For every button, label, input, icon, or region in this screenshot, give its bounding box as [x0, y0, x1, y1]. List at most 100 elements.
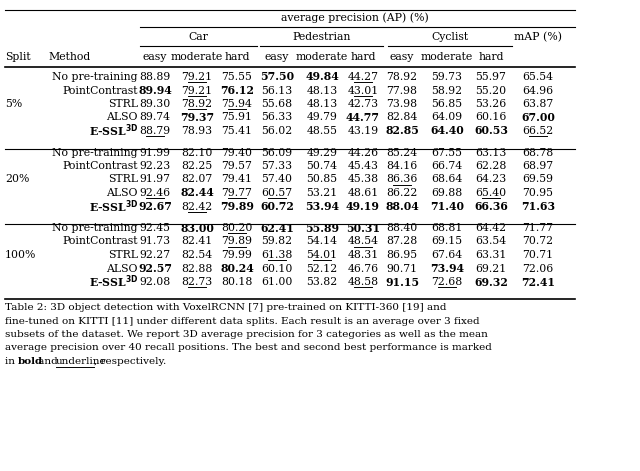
Text: 48.61: 48.61	[348, 188, 379, 198]
Text: 48.13: 48.13	[307, 86, 338, 96]
Text: 72.41: 72.41	[521, 276, 555, 287]
Text: 64.23: 64.23	[476, 174, 507, 185]
Text: ALSO: ALSO	[106, 113, 138, 122]
Text: 88.89: 88.89	[140, 72, 171, 82]
Text: 49.19: 49.19	[346, 201, 380, 212]
Text: 85.24: 85.24	[387, 147, 417, 157]
Text: ALSO: ALSO	[106, 263, 138, 274]
Text: 70.71: 70.71	[522, 250, 554, 260]
Text: 68.78: 68.78	[522, 147, 554, 157]
Text: 84.16: 84.16	[387, 161, 418, 171]
Text: Pedestrian: Pedestrian	[292, 32, 351, 42]
Text: 89.30: 89.30	[140, 99, 171, 109]
Text: 83.00: 83.00	[180, 222, 214, 234]
Text: 82.41: 82.41	[181, 236, 212, 246]
Text: easy: easy	[143, 52, 167, 62]
Text: 79.77: 79.77	[221, 188, 252, 198]
Text: fine-tuned on KITTI [11] under different data splits. Each result is an average : fine-tuned on KITTI [11] under different…	[5, 317, 479, 325]
Text: 75.41: 75.41	[221, 126, 253, 136]
Text: moderate: moderate	[171, 52, 223, 62]
Text: 56.09: 56.09	[261, 147, 292, 157]
Text: 70.95: 70.95	[522, 188, 554, 198]
Text: 53.82: 53.82	[307, 277, 338, 287]
Text: 59.82: 59.82	[261, 236, 292, 246]
Text: 80.24: 80.24	[220, 263, 254, 274]
Text: 44.77: 44.77	[346, 112, 380, 123]
Text: subsets of the dataset. We report 3D average precision for 3 categories as well : subsets of the dataset. We report 3D ave…	[5, 330, 488, 339]
Text: 67.64: 67.64	[431, 250, 463, 260]
Text: 53.26: 53.26	[476, 99, 507, 109]
Text: Split: Split	[5, 52, 31, 62]
Text: mAP (%): mAP (%)	[514, 32, 562, 42]
Text: hard: hard	[224, 52, 250, 62]
Text: 52.12: 52.12	[307, 263, 338, 274]
Text: 86.36: 86.36	[387, 174, 418, 185]
Text: 92.45: 92.45	[140, 223, 170, 233]
Text: 48.31: 48.31	[348, 250, 379, 260]
Text: 50.31: 50.31	[346, 222, 380, 234]
Text: 67.00: 67.00	[521, 112, 555, 123]
Text: Method: Method	[48, 52, 90, 62]
Text: 91.99: 91.99	[140, 147, 170, 157]
Text: 82.73: 82.73	[181, 277, 212, 287]
Text: 66.74: 66.74	[431, 161, 463, 171]
Text: 49.79: 49.79	[307, 113, 337, 122]
Text: 48.58: 48.58	[348, 277, 379, 287]
Text: 79.21: 79.21	[181, 86, 212, 96]
Text: 87.28: 87.28	[387, 236, 418, 246]
Text: average precision (AP) (%): average precision (AP) (%)	[281, 13, 429, 23]
Text: 50.74: 50.74	[307, 161, 337, 171]
Text: 63.87: 63.87	[522, 99, 554, 109]
Text: 64.09: 64.09	[431, 113, 463, 122]
Text: bold: bold	[18, 357, 43, 366]
Text: 69.32: 69.32	[474, 276, 508, 287]
Text: Cyclist: Cyclist	[431, 32, 468, 42]
Text: 92.67: 92.67	[138, 201, 172, 212]
Text: 55.20: 55.20	[476, 86, 507, 96]
Text: 54.14: 54.14	[307, 236, 337, 246]
Text: 63.13: 63.13	[476, 147, 507, 157]
Text: 89.94: 89.94	[138, 85, 172, 96]
Text: PointContrast: PointContrast	[63, 236, 138, 246]
Text: 92.08: 92.08	[140, 277, 171, 287]
Text: 50.85: 50.85	[307, 174, 337, 185]
Text: STRL: STRL	[108, 174, 138, 185]
Text: 82.07: 82.07	[181, 174, 212, 185]
Text: 69.88: 69.88	[431, 188, 463, 198]
Text: 75.55: 75.55	[221, 72, 252, 82]
Text: 100%: 100%	[5, 250, 36, 260]
Text: 56.85: 56.85	[431, 99, 463, 109]
Text: 71.77: 71.77	[522, 223, 554, 233]
Text: Car: Car	[189, 32, 209, 42]
Text: 61.00: 61.00	[261, 277, 292, 287]
Text: 69.15: 69.15	[431, 236, 463, 246]
Text: hard: hard	[350, 52, 376, 62]
Text: 92.57: 92.57	[138, 263, 172, 274]
Text: 53.94: 53.94	[305, 201, 339, 212]
Text: 56.13: 56.13	[261, 86, 292, 96]
Text: 79.21: 79.21	[181, 72, 212, 82]
Text: 92.27: 92.27	[140, 250, 171, 260]
Text: 55.89: 55.89	[305, 222, 339, 234]
Text: 88.04: 88.04	[385, 201, 419, 212]
Text: 91.15: 91.15	[385, 276, 419, 287]
Text: 58.92: 58.92	[431, 86, 463, 96]
Text: 43.01: 43.01	[348, 86, 379, 96]
Text: 67.55: 67.55	[431, 147, 463, 157]
Text: easy: easy	[390, 52, 414, 62]
Text: underline: underline	[56, 357, 107, 366]
Text: 88.40: 88.40	[387, 223, 418, 233]
Text: 78.92: 78.92	[181, 99, 212, 109]
Text: 57.50: 57.50	[260, 72, 294, 82]
Text: No pre-training: No pre-training	[52, 72, 138, 82]
Text: 78.92: 78.92	[387, 72, 417, 82]
Text: 79.40: 79.40	[221, 147, 253, 157]
Text: 86.22: 86.22	[387, 188, 418, 198]
Text: 92.23: 92.23	[140, 161, 171, 171]
Text: average precision over 40 recall positions. The best and second best performance: average precision over 40 recall positio…	[5, 343, 492, 352]
Text: 76.12: 76.12	[220, 85, 254, 96]
Text: 89.74: 89.74	[140, 113, 170, 122]
Text: 75.91: 75.91	[221, 113, 253, 122]
Text: 79.89: 79.89	[221, 236, 253, 246]
Text: 46.76: 46.76	[348, 263, 379, 274]
